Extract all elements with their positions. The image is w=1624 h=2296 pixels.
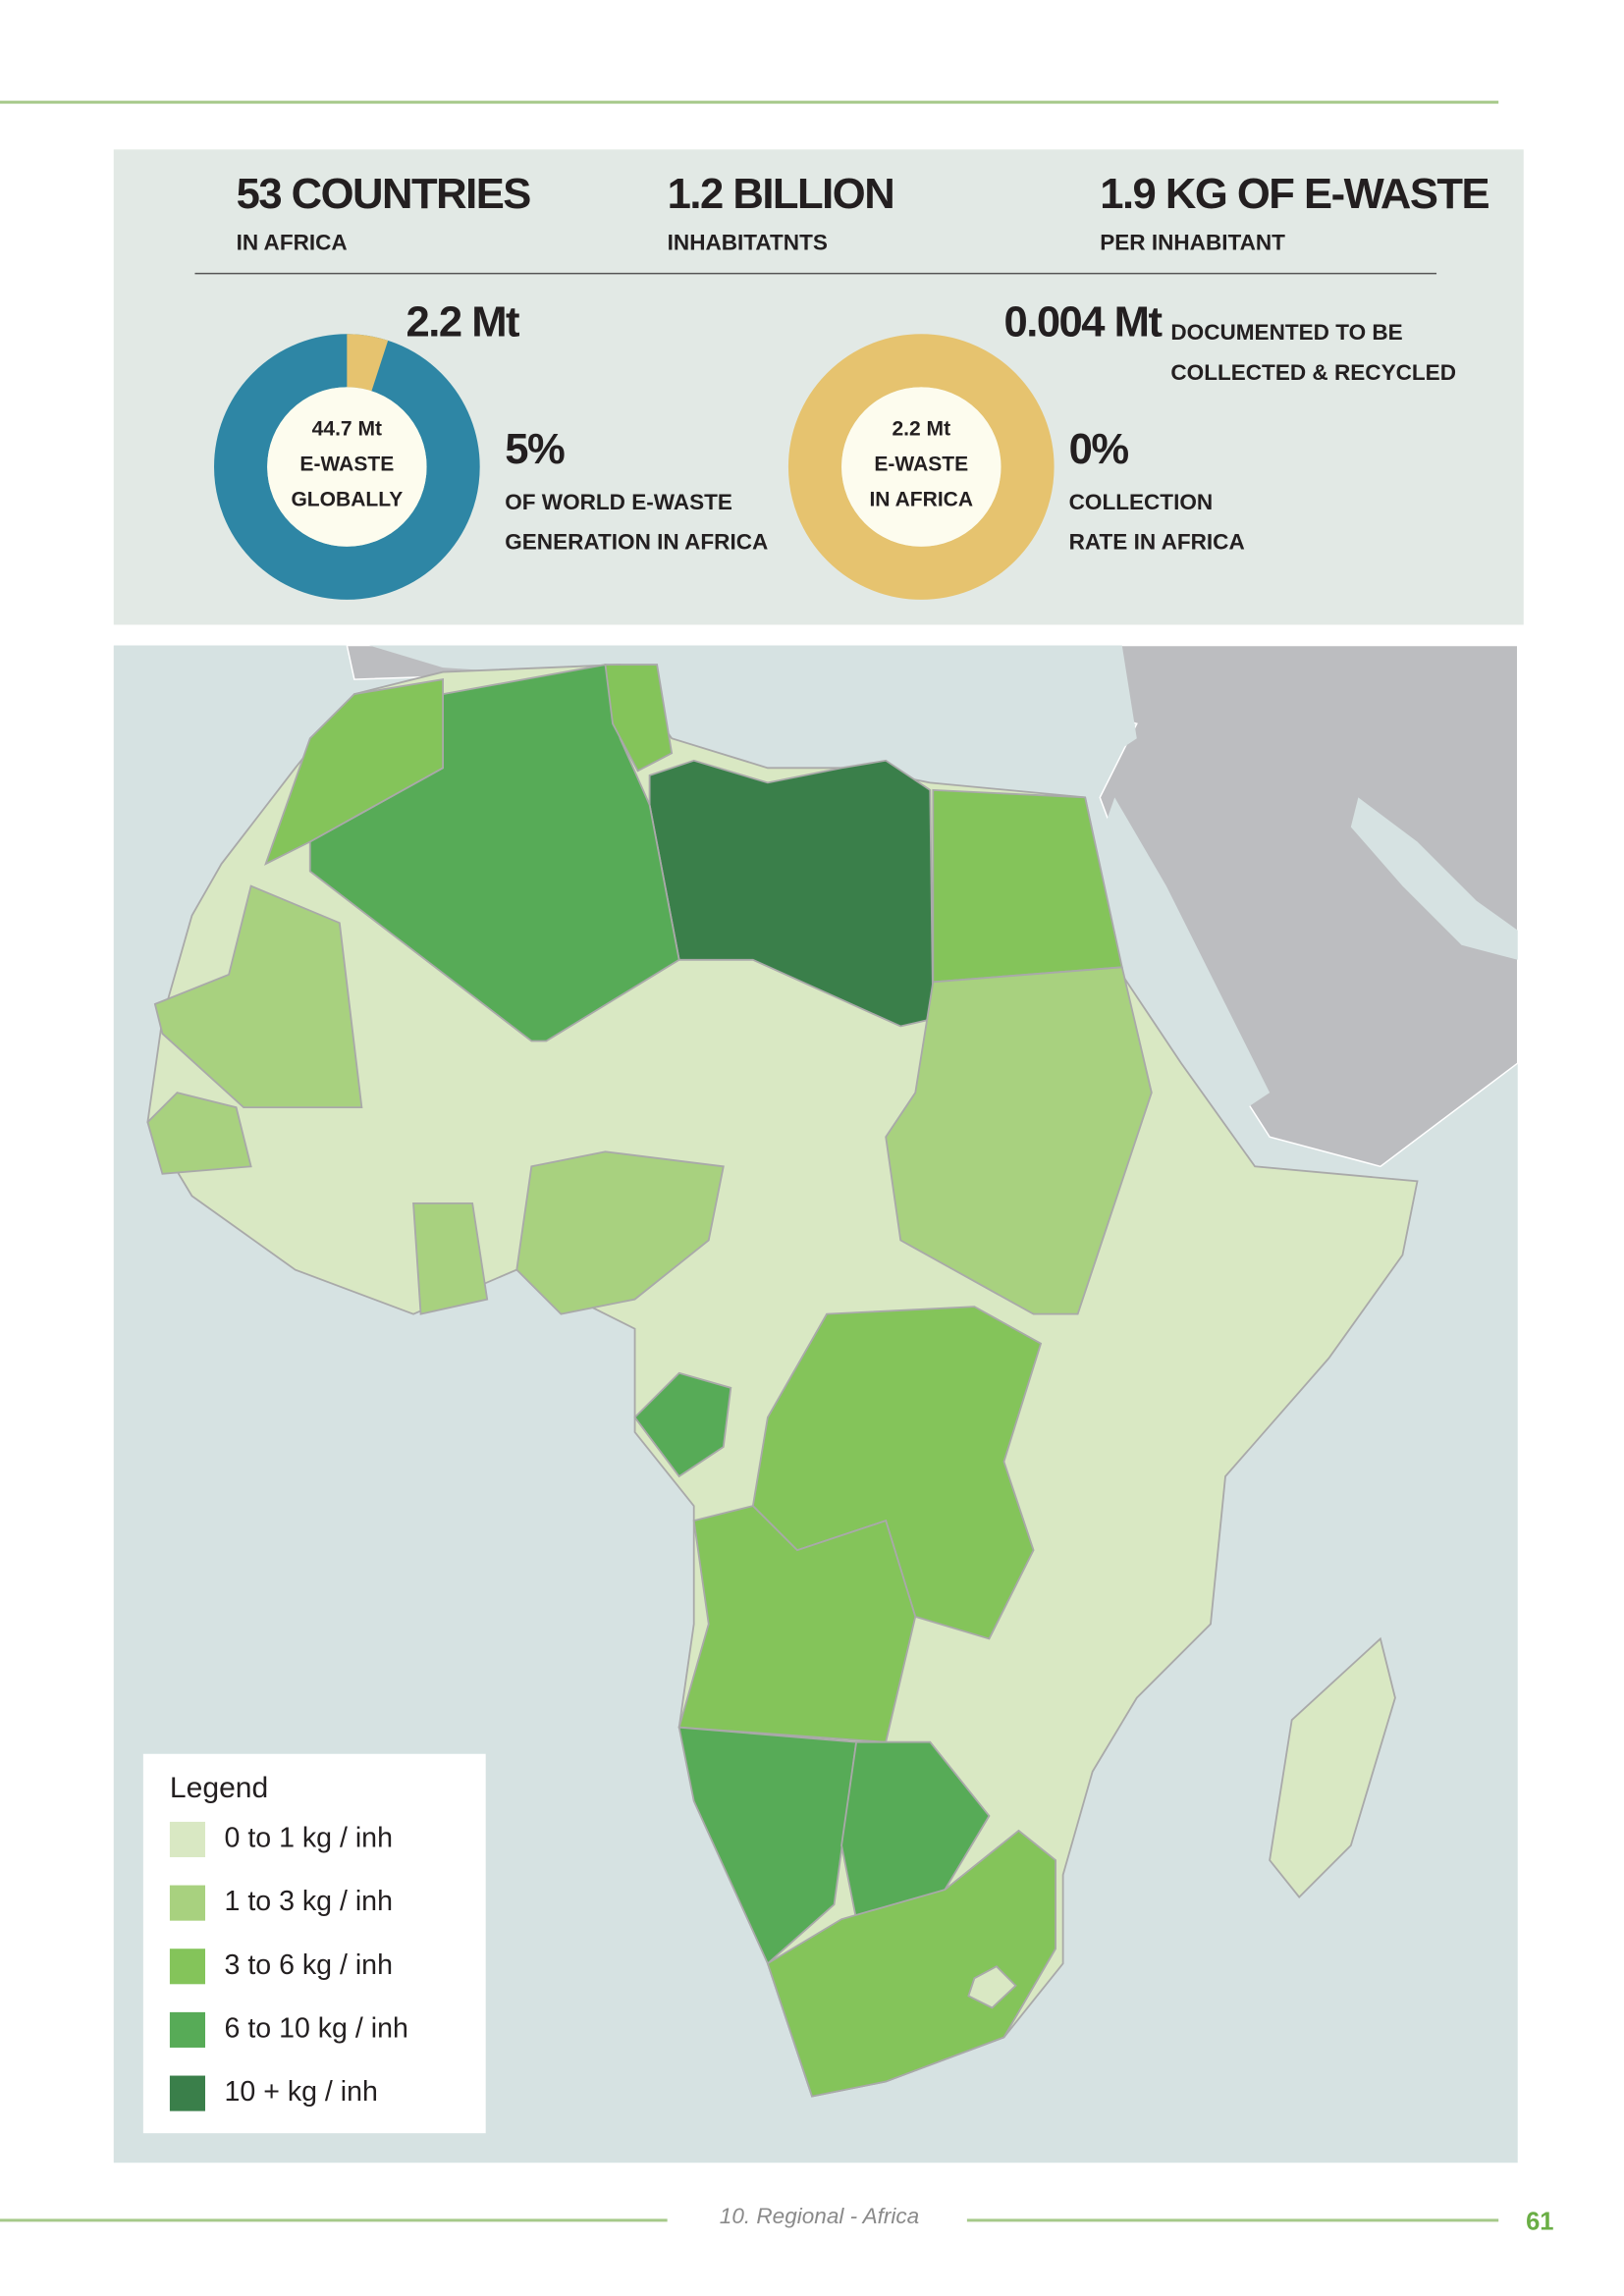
persian-gulf [1350, 797, 1518, 960]
stat-value: 53 COUNTRIES [237, 171, 531, 218]
caption: RATE IN AFRICA [1069, 530, 1245, 555]
donut-segment [346, 334, 389, 392]
amount: 0.004 Mt [1003, 299, 1162, 347]
percent: 0% [1069, 426, 1129, 473]
stats-row: 53 COUNTRIES IN AFRICA 1.2 BILLION INHABITA… [237, 171, 1490, 255]
donut-center-text: 44.7 Mt [312, 418, 382, 441]
stat-label: PER INHABITANT [1100, 230, 1285, 254]
legend-box [142, 1753, 486, 2134]
country [1269, 1636, 1396, 1898]
donut-center-text: E-WASTE [874, 454, 968, 476]
donuts: 44.7 Mt E-WASTE GLOBALLY 2.2 Mt 5% OF WORLD E… [214, 299, 1456, 600]
legend: 0 to 1 kg / inh 1 to 3 kg / inh 3 to 6 kg … [169, 1821, 408, 2111]
country [885, 966, 1153, 1315]
donut-hole [267, 387, 427, 547]
legend-swatch [169, 1821, 206, 1857]
country [751, 1306, 1043, 1640]
legend-swatch [169, 2075, 206, 2111]
stat-label: INHABITATNTS [668, 230, 828, 254]
donut-hole [841, 387, 1001, 547]
country [766, 1829, 1057, 2098]
amount: 2.2 Mt [406, 299, 520, 347]
country [264, 678, 444, 866]
amount-note: COLLECTED & RECYCLED [1170, 360, 1456, 385]
legend-title: Legend [170, 1772, 268, 1804]
country [412, 1201, 489, 1315]
country [633, 1371, 732, 1478]
map [113, 644, 1519, 2163]
page-number: 61 [1526, 2209, 1553, 2236]
stat-value: 1.2 BILLION [668, 171, 894, 218]
country [153, 884, 363, 1109]
legend-swatch [169, 1885, 206, 1921]
caption: GENERATION IN AFRICA [505, 530, 768, 555]
caption: OF WORLD E-WASTE [505, 490, 732, 514]
percent: 5% [505, 426, 565, 473]
legend-label: 10 + kg / inh [225, 2076, 378, 2108]
country [515, 1150, 725, 1315]
donut-center-text: E-WASTE [299, 454, 394, 476]
donut-center-text: IN AFRICA [869, 489, 973, 511]
country [677, 1726, 858, 1965]
country [146, 1092, 252, 1175]
donut-ring [787, 334, 1055, 600]
donut-center-text: 2.2 Mt [892, 418, 950, 441]
stat-value: 1.9 KG OF E-WASTE [1100, 171, 1489, 218]
red-sea-gulf [1104, 797, 1271, 1108]
amount-note: DOCUMENTED TO BE [1170, 320, 1402, 345]
country [677, 1505, 917, 1743]
footer-section: 10. Regional - Africa [720, 2204, 919, 2228]
caption: COLLECTION [1069, 490, 1214, 514]
mediterranean [368, 645, 1137, 769]
country [967, 1965, 1017, 2009]
legend-label: 0 to 1 kg / inh [225, 1823, 393, 1854]
legend-label: 3 to 6 kg / inh [225, 1949, 393, 1981]
donut-center-text: GLOBALLY [291, 489, 403, 511]
stat-label: IN AFRICA [237, 230, 348, 254]
country [604, 664, 674, 773]
legend-swatch [169, 2011, 206, 2048]
legend-swatch [169, 1949, 206, 1985]
legend-label: 6 to 10 kg / inh [225, 2012, 408, 2044]
legend-label: 1 to 3 kg / inh [225, 1886, 393, 1917]
